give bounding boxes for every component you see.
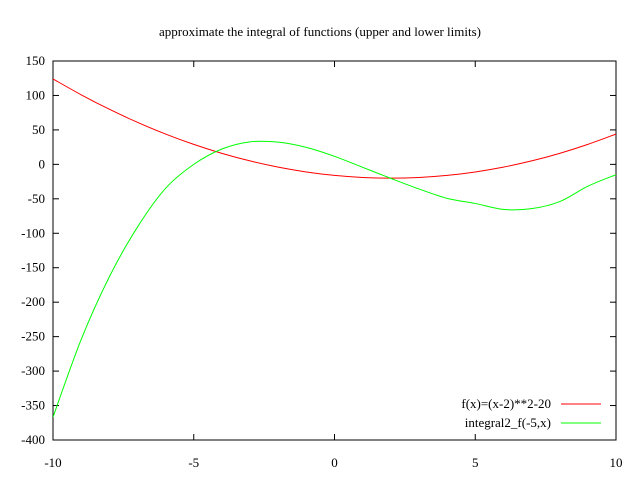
ticks: -10 -5 0 5 10-400-350-300-250-200-150-100-50… bbox=[21, 53, 622, 470]
y-tick-label: -350 bbox=[21, 398, 45, 413]
plot-frame bbox=[52, 60, 617, 441]
y-tick-label: 150 bbox=[26, 53, 46, 68]
y-tick-label: -300 bbox=[21, 363, 45, 378]
chart-title: approximate the integral of functions (u… bbox=[159, 24, 481, 39]
y-tick-label: -150 bbox=[21, 260, 45, 275]
series-line-2 bbox=[53, 140, 616, 418]
y-tick-label: -250 bbox=[21, 329, 45, 344]
axes bbox=[52, 60, 617, 441]
y-tick-label: -50 bbox=[28, 191, 45, 206]
series-layer bbox=[53, 78, 616, 418]
x-tick-label: -5 bbox=[188, 455, 199, 470]
legend-label: integral2_f(-5,x) bbox=[465, 415, 551, 430]
x-tick-label: 10 bbox=[610, 455, 623, 470]
series-line-1 bbox=[53, 78, 616, 179]
legend-label: f(x)=(x-2)**2-20 bbox=[461, 396, 551, 411]
y-tick-label: -200 bbox=[21, 294, 45, 309]
y-tick-label: 0 bbox=[39, 156, 46, 171]
x-tick-label: -10 bbox=[44, 455, 61, 470]
y-tick-label: -100 bbox=[21, 225, 45, 240]
x-tick-label: 0 bbox=[331, 455, 338, 470]
y-tick-label: 50 bbox=[32, 122, 45, 137]
y-tick-label: -400 bbox=[21, 432, 45, 447]
y-tick-label: 100 bbox=[26, 87, 46, 102]
x-tick-label: 5 bbox=[472, 455, 479, 470]
legend: f(x)=(x-2)**2-20 integral2_f(-5,x) bbox=[461, 396, 601, 430]
